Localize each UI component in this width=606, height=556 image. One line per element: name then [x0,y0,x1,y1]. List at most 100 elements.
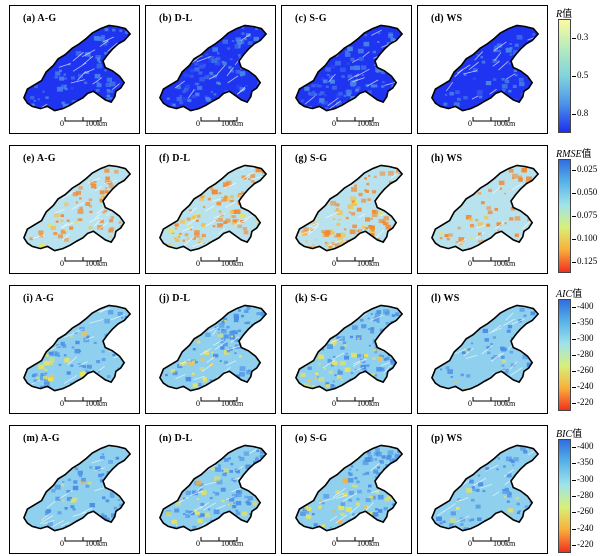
scale-zero: 0 [332,539,336,548]
legend-title-suffix: 值 [581,149,592,160]
region-boundary [295,444,404,532]
scale-zero: 0 [468,399,472,408]
scale-bar: 0 100km [463,537,525,551]
legend-tick-label: -350 [572,457,594,468]
region-fill [431,165,539,251]
region-fill [159,445,267,531]
scale-zero: 0 [196,539,200,548]
scale-zero: 0 [468,259,472,268]
scale-bar: 0 100km [463,397,525,411]
legend-title-metric: AIC [556,289,573,300]
legend-tick-label: -240 [572,522,594,533]
region-fill [23,25,131,111]
scale-bar: 0 100km [55,117,117,131]
region-boundary [295,304,404,392]
legend-tick-label: -300 [572,333,594,343]
scale-distance: 100km [357,539,380,548]
panel-label: (d) WS [431,13,463,24]
region-fill [295,305,403,391]
region-boundary [23,444,132,532]
legend-tick-label: 0.075 [571,210,598,220]
region-map [159,304,268,392]
scale-bar: 0 100km [463,117,525,131]
region-map [295,444,404,532]
map-panel: (a) A-G 0 100km [9,5,140,134]
region-map [23,304,132,392]
scale-zero: 0 [332,399,336,408]
panel-label: (e) A-G [23,153,56,164]
scale-bar: 0 100km [191,397,253,411]
map-panel: (n) D-L 0 100km [145,425,276,554]
region-fill [159,305,267,391]
panel-label: (n) D-L [159,433,193,444]
map-panel: (p) WS 0 100km [417,425,548,554]
scale-bar: 0 100km [191,257,253,271]
panel-label: (b) D-L [159,13,193,24]
scale-bar: 0 100km [327,257,389,271]
map-panel: (m) A-G 0 100km [9,425,140,554]
region-map [23,164,132,252]
scale-zero: 0 [196,119,200,128]
scale-bar: 0 100km [55,397,117,411]
legend-title-metric: RMSE [556,149,582,160]
region-boundary [159,24,268,112]
scale-distance: 100km [493,539,516,548]
legend-title-suffix: 值 [562,9,573,20]
region-map [159,444,268,532]
region-boundary [295,24,404,112]
scale-bar: 0 100km [327,117,389,131]
scale-distance: 100km [85,539,108,548]
region-map [431,304,540,392]
legend-tick-label: -280 [572,349,594,359]
map-panel: (d) WS 0 100km [417,5,548,134]
scale-distance: 100km [357,119,380,128]
map-panel: (b) D-L 0 100km [145,5,276,134]
legend-title: BIC值 [556,425,582,440]
scale-zero: 0 [196,259,200,268]
region-boundary [431,304,540,392]
scale-distance: 100km [221,399,244,408]
panel-label: (i) A-G [23,293,55,304]
region-map [295,24,404,112]
legend-tick-label: -240 [572,381,594,391]
scale-distance: 100km [85,259,108,268]
scale-bar: 0 100km [463,257,525,271]
region-map [295,304,404,392]
scale-zero: 0 [60,399,64,408]
legend-title: RMSE值 [556,145,592,160]
legend-colorbar [558,299,571,411]
legend-tick-label: 0.5 [571,70,589,80]
panel-label: (c) S-G [295,13,327,24]
region-map [23,24,132,112]
panel-label: (h) WS [431,153,463,164]
scale-distance: 100km [493,259,516,268]
scale-bar: 0 100km [327,537,389,551]
region-boundary [23,24,132,112]
scale-distance: 100km [493,399,516,408]
region-boundary [431,444,540,532]
scale-bar: 0 100km [191,117,253,131]
legend-tick-label: -400 [572,301,594,311]
scale-zero: 0 [468,119,472,128]
scale-bar: 0 100km [55,537,117,551]
scale-distance: 100km [493,119,516,128]
scale-zero: 0 [332,259,336,268]
scale-bar: 0 100km [327,397,389,411]
scale-zero: 0 [60,119,64,128]
scale-zero: 0 [468,539,472,548]
scale-zero: 0 [60,259,64,268]
scale-distance: 100km [85,399,108,408]
legend-tick-label: 0.050 [571,187,598,198]
scale-zero: 0 [60,539,64,548]
map-panel: (c) S-G 0 100km [281,5,412,134]
scale-zero: 0 [332,119,336,128]
legend-colorbar [558,159,571,273]
region-fill [431,25,539,111]
panel-label: (f) D-L [159,153,191,164]
region-fill [23,305,131,391]
legend-tick-label: -400 [572,441,594,452]
region-boundary [159,304,268,392]
region-map [295,164,404,252]
legend-tick-label: -260 [572,365,594,375]
region-boundary [431,24,540,112]
